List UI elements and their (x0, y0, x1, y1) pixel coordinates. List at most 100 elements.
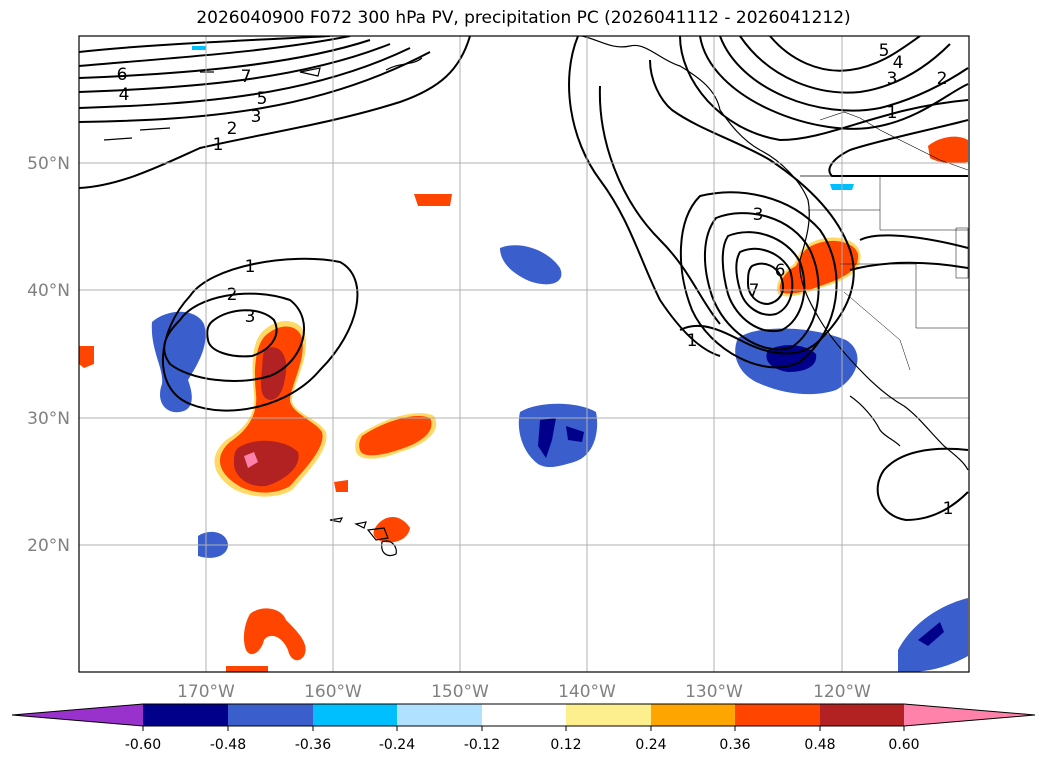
contour-nw-5 (79, 47, 411, 109)
colorbar-bin-4 (397, 704, 482, 726)
cb-label-3: -0.24 (379, 737, 415, 753)
map-title: 2026040900 F072 300 hPa PV, precipitatio… (196, 8, 851, 28)
precipitation-anomaly-fill (79, 46, 968, 672)
coast-baja (849, 395, 901, 447)
contour-label-nw-1: 7 (241, 67, 252, 87)
island-a (329, 517, 344, 523)
contour-label-se-0: 1 (943, 499, 954, 519)
contour-label-east-3: 1 (687, 331, 698, 351)
contour-east-6 (735, 247, 794, 316)
lat-label-30: 30°N (27, 409, 70, 429)
border-state-a (879, 176, 968, 231)
precip-shade-ab (192, 46, 206, 50)
contour-label-ne-0: 5 (879, 41, 890, 61)
contour-label-ne-1: 4 (893, 53, 904, 73)
precip-shade-n (928, 136, 968, 164)
border-state-d (843, 291, 911, 371)
colorbar: -0.60 -0.48 -0.36 -0.24 -0.12 0.12 0.24 … (11, 703, 1036, 753)
border-state-e (955, 227, 969, 279)
precip-shade-r (500, 245, 562, 285)
pv-contour-labels: 6 7 4 5 2 3 1 5 4 3 2 1 1 2 3 3 6 7 1 1 (117, 41, 954, 519)
colorbar-ticks (142, 726, 905, 731)
contour-east-2 (649, 59, 855, 355)
colorbar-bin-2 (228, 704, 313, 726)
island-c (366, 527, 389, 541)
contour-label-mid-2: 3 (245, 307, 256, 327)
island-e (299, 67, 321, 77)
cb-label-4: -0.12 (464, 737, 500, 753)
contour-label-ne-2: 3 (887, 69, 898, 89)
cb-label-8: 0.48 (804, 737, 835, 753)
longitude-labels: 170°W 160°W 150°W 140°W 130°W 120°W (177, 682, 871, 702)
contour-label-nw-3: 5 (257, 89, 268, 109)
contour-label-nw-4: 2 (227, 119, 238, 139)
precip-shade-k (243, 608, 306, 661)
contour-nw-6 (79, 51, 431, 123)
contour-mid-2 (163, 292, 306, 382)
contour-label-ne-4: 1 (887, 103, 898, 123)
colorbar-bin-6 (566, 704, 651, 726)
precip-shade-z (918, 622, 944, 646)
coast-north-america (581, 36, 969, 471)
contour-east-5 (721, 231, 806, 333)
cb-label-2: -0.36 (295, 737, 331, 753)
contour-east-4 (704, 212, 820, 351)
contour-east-3 (679, 191, 838, 369)
lon-label-130: 130°W (685, 682, 743, 702)
colorbar-extend-low (12, 704, 143, 726)
lon-label-170: 170°W (177, 682, 235, 702)
contour-mid-1 (161, 257, 359, 412)
cb-label-0: -0.60 (125, 737, 161, 753)
pv-contours (79, 36, 969, 522)
contour-ne-5 (679, 36, 969, 142)
contour-label-east-2: 7 (749, 281, 760, 301)
cb-label-9: 0.60 (888, 737, 919, 753)
precip-shade-m (79, 346, 94, 368)
contour-ne-4 (699, 36, 969, 130)
precip-shade-q (151, 311, 206, 413)
colorbar-bin-9 (820, 704, 904, 726)
precip-shade-h (414, 194, 452, 206)
contour-nw-3 (79, 39, 371, 79)
precip-shade-g (359, 416, 432, 456)
cb-label-6: 0.24 (635, 737, 666, 753)
lon-label-160: 160°W (304, 682, 362, 702)
contour-ne-6 (828, 119, 969, 177)
contour-ne-8 (849, 261, 969, 271)
contour-east-1a (568, 36, 721, 357)
colorbar-bin-5 (482, 704, 566, 726)
border-north (819, 111, 969, 171)
plot-frame (78, 35, 970, 673)
precip-shade-s (518, 403, 598, 468)
contour-label-nw-0: 6 (117, 65, 128, 85)
island-h (139, 127, 171, 131)
contour-nw-4 (79, 43, 391, 93)
lat-label-40: 40°N (27, 281, 70, 301)
colorbar-bin-1 (143, 704, 228, 726)
contour-ne-7 (859, 234, 969, 249)
precip-shade-t (538, 418, 556, 458)
precip-shade-e (244, 452, 258, 468)
colorbar-tick-labels: -0.60 -0.48 -0.36 -0.24 -0.12 0.12 0.24 … (125, 737, 920, 753)
cb-label-5: 0.12 (550, 737, 581, 753)
contour-ne-2 (739, 36, 951, 94)
island-d (381, 540, 397, 557)
contour-mid-3 (206, 309, 278, 358)
cb-label-7: 0.36 (719, 737, 750, 753)
colorbar-bin-7 (651, 704, 735, 726)
precip-shade-p (779, 240, 859, 294)
contour-nw-1 (79, 36, 331, 53)
lon-label-150: 150°W (431, 682, 489, 702)
colorbar-extend-high (904, 704, 1035, 726)
precip-shade-u (566, 426, 584, 442)
colorbar-bin-8 (735, 704, 820, 726)
lon-label-120: 120°W (813, 682, 871, 702)
contour-nw-2 (79, 36, 351, 67)
precip-shade-d (234, 440, 299, 487)
precip-shade-j (334, 480, 348, 492)
island-g (103, 137, 133, 141)
precip-shade-i (373, 516, 410, 543)
contour-label-nw-6: 1 (213, 135, 224, 155)
lat-label-50: 50°N (27, 154, 70, 174)
